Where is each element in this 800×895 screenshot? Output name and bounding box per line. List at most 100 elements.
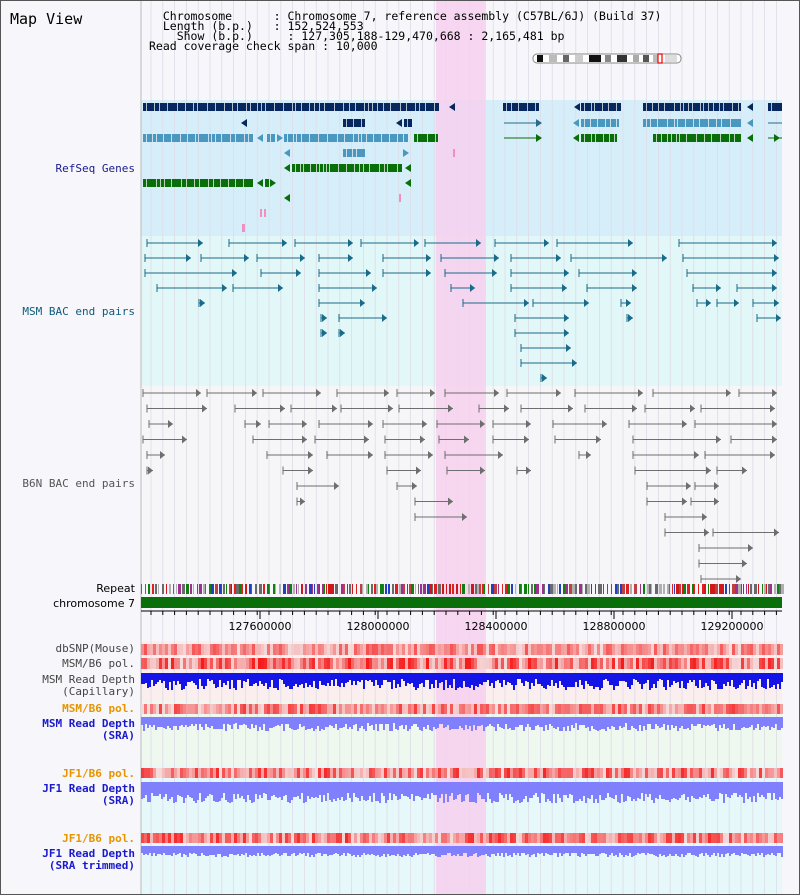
repeat-element xyxy=(273,584,275,594)
polymorphism-cell xyxy=(681,658,684,669)
read-depth-bar xyxy=(663,846,665,855)
exon-tick xyxy=(646,119,647,127)
polymorphism-cell xyxy=(474,704,477,714)
read-depth-bar xyxy=(381,717,383,724)
track-label-jf1-depth-sra[interactable]: JF1 Read Depth xyxy=(42,782,135,795)
polymorphism-cell xyxy=(531,644,534,655)
read-depth-bar xyxy=(367,782,369,800)
polymorphism-cell xyxy=(624,658,627,669)
read-depth-bar xyxy=(603,846,605,853)
exon-tick xyxy=(646,103,647,111)
read-depth-bar xyxy=(421,717,423,731)
polymorphism-cell xyxy=(594,704,597,714)
read-depth-bar xyxy=(705,782,707,797)
polymorphism-cell xyxy=(522,658,525,669)
read-depth-bar xyxy=(297,846,299,855)
read-depth-bar xyxy=(175,717,177,726)
read-depth-bar xyxy=(255,717,257,725)
exon-tick xyxy=(680,103,681,111)
polymorphism-cell xyxy=(669,644,672,655)
exon-tick xyxy=(683,103,684,111)
exon-tick xyxy=(224,103,225,111)
polymorphism-cell xyxy=(726,704,729,714)
read-depth-bar xyxy=(415,846,417,853)
read-depth-bar xyxy=(269,717,271,728)
polymorphism-cell xyxy=(165,704,168,714)
read-depth-bar xyxy=(327,673,329,683)
read-depth-bar xyxy=(479,673,481,684)
repeat-element xyxy=(148,584,150,594)
read-depth-bar xyxy=(577,673,579,687)
show-key: Show (b.p.) xyxy=(176,29,253,43)
read-depth-bar xyxy=(595,717,597,730)
polymorphism-cell xyxy=(573,658,576,669)
exon-tick xyxy=(171,179,172,187)
track-label-jf1-b6-pol-2[interactable]: JF1/B6 pol. xyxy=(62,832,135,845)
polymorphism-cell xyxy=(723,704,726,714)
read-depth-bar xyxy=(337,717,339,730)
chromosome-ideogram[interactable] xyxy=(531,53,683,64)
polymorphism-cell xyxy=(393,833,396,843)
polymorphism-cell xyxy=(468,833,471,843)
polymorphism-cell xyxy=(543,704,546,714)
read-depth-bar xyxy=(353,673,355,681)
read-depth-bar xyxy=(607,717,609,727)
track-label-refseq[interactable]: RefSeq Genes xyxy=(56,162,135,175)
track-label-b6n-bac[interactable]: B6N BAC end pairs xyxy=(22,477,135,490)
polymorphism-cell xyxy=(327,833,330,843)
read-depth-bar xyxy=(683,782,685,794)
bac-end-arrow xyxy=(412,482,417,490)
polymorphism-cell xyxy=(570,644,573,655)
read-depth-bar xyxy=(635,846,637,855)
read-depth-bar xyxy=(469,846,471,856)
polymorphism-cell xyxy=(354,644,357,655)
polymorphism-cell xyxy=(657,704,660,714)
read-depth-bar xyxy=(319,717,321,731)
chromosome-key-text: Chromosome xyxy=(162,9,233,23)
polymorphism-cell xyxy=(666,833,669,843)
read-depth-bar xyxy=(371,717,373,725)
read-depth-bar xyxy=(781,846,783,857)
track-label-msm-b6-pol-1[interactable]: MSM/B6 pol. xyxy=(62,657,135,670)
bac-end-arrow xyxy=(564,269,569,277)
polymorphism-cell xyxy=(702,704,705,714)
polymorphism-cell xyxy=(345,658,348,669)
bac-end-arrow xyxy=(544,239,549,247)
polymorphism-cell xyxy=(585,658,588,669)
read-depth-bar xyxy=(383,846,385,854)
track-label-msm-bac[interactable]: MSM BAC end pairs xyxy=(22,305,135,318)
polymorphism-cell xyxy=(747,658,750,669)
exon-tick xyxy=(729,134,730,142)
polymorphism-cell xyxy=(387,644,390,655)
read-depth-bar xyxy=(365,673,367,680)
read-depth-bar xyxy=(225,717,227,731)
track-label-msm-b6-pol-2[interactable]: MSM/B6 pol. xyxy=(62,702,135,715)
read-depth-bar xyxy=(675,673,677,683)
read-depth-bar xyxy=(535,846,537,857)
read-depth-bar xyxy=(697,673,699,688)
polymorphism-cell xyxy=(189,644,192,655)
selected-region-highlight[interactable] xyxy=(436,1,486,895)
track-label-msm-depth-sra[interactable]: MSM Read Depth xyxy=(42,717,135,730)
read-depth-bar xyxy=(677,782,679,800)
polymorphism-cell xyxy=(534,644,537,655)
repeat-element xyxy=(322,584,324,594)
track-label-dbsnp[interactable]: dbSNP(Mouse) xyxy=(56,642,135,655)
read-depth-bar xyxy=(281,782,283,800)
polymorphism-cell xyxy=(471,658,474,669)
track-label-msm-depth-cap[interactable]: MSM Read Depth xyxy=(42,673,135,686)
read-depth-bar xyxy=(375,717,377,724)
read-depth-bar xyxy=(279,782,281,797)
polymorphism-cell xyxy=(492,704,495,714)
exon-tick xyxy=(198,134,199,142)
repeat-element xyxy=(538,584,539,594)
read-depth-bar xyxy=(487,673,489,680)
read-depth-bar xyxy=(737,782,739,797)
polymorphism-cell xyxy=(315,658,318,669)
read-depth-bar xyxy=(559,846,561,853)
track-label-jf1-b6-pol-1[interactable]: JF1/B6 pol. xyxy=(62,767,135,780)
read-depth-bar xyxy=(495,673,497,681)
polymorphism-cell xyxy=(303,704,306,714)
exon-tick xyxy=(609,134,610,142)
track-label-jf1-depth-trim[interactable]: JF1 Read Depth xyxy=(42,847,135,860)
